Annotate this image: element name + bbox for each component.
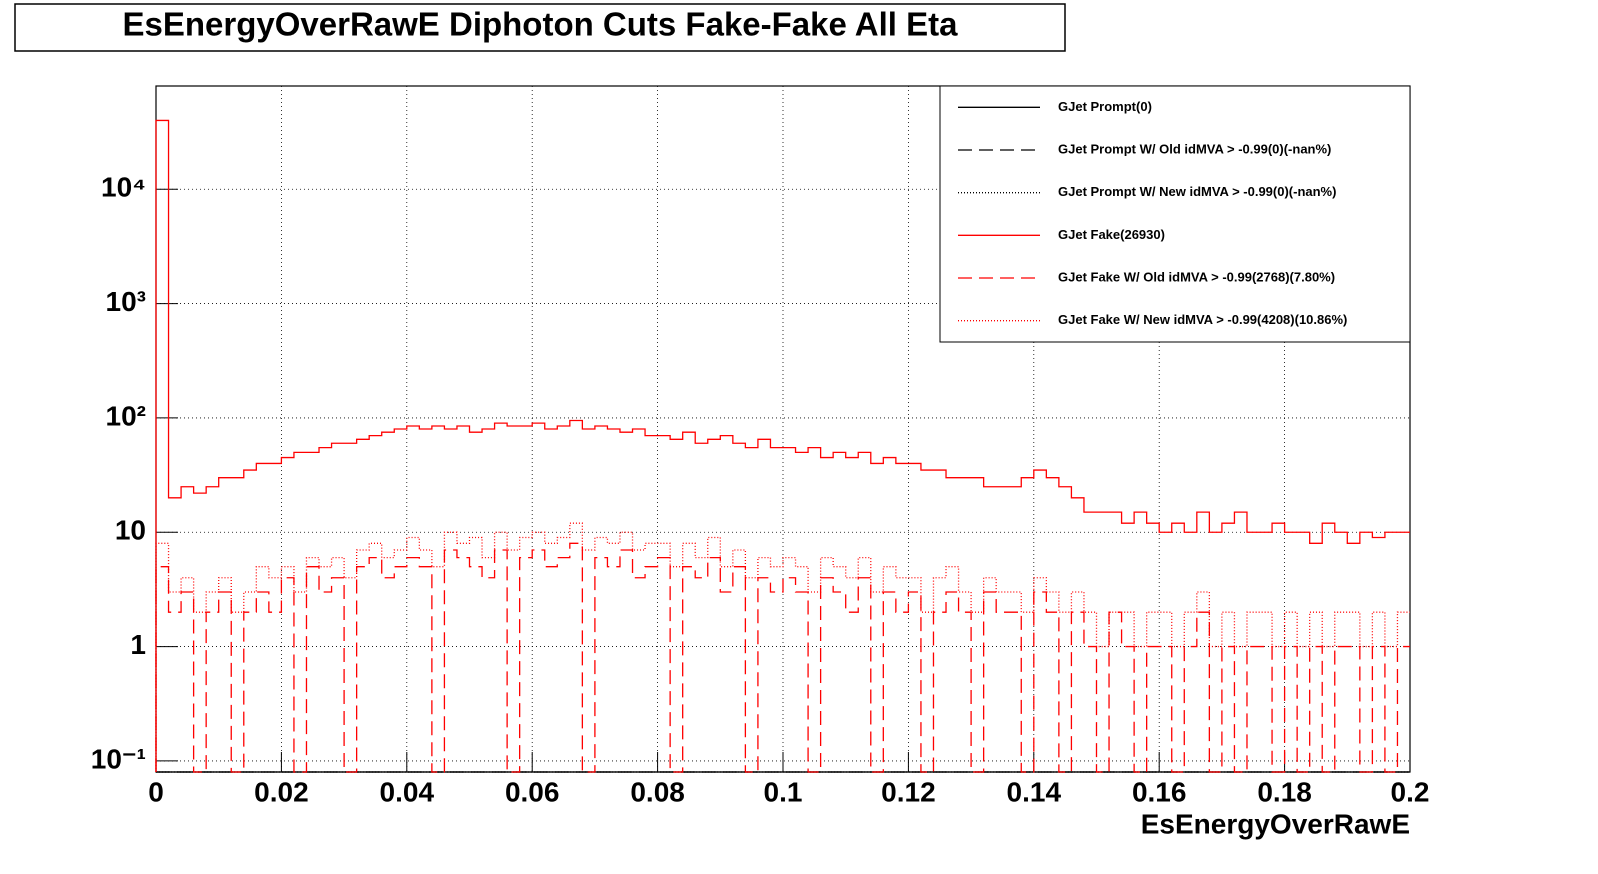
x-axis-label: EsEnergyOverRawE xyxy=(1141,808,1410,839)
x-tick-label: 0.06 xyxy=(505,776,560,807)
legend-label: GJet Fake W/ New idMVA > -0.99(4208)(10.… xyxy=(1058,312,1347,327)
x-tick-label: 0.18 xyxy=(1257,776,1312,807)
x-tick-label: 0.02 xyxy=(254,776,309,807)
x-tick-label: 0.12 xyxy=(881,776,936,807)
histogram-line xyxy=(155,119,1410,772)
x-tick-label: 0 xyxy=(148,776,164,807)
y-tick-label: 10 xyxy=(115,515,146,546)
x-tick-label: 0.1 xyxy=(764,776,803,807)
legend-box xyxy=(939,85,1411,343)
x-tick-label: 0.04 xyxy=(380,776,435,807)
y-tick-label: 10³ xyxy=(106,286,146,317)
x-tick-label: 0.14 xyxy=(1007,776,1062,807)
y-tick-label: 1 xyxy=(130,629,146,660)
x-tick-label: 0.2 xyxy=(1391,776,1430,807)
x-tick-label: 0.08 xyxy=(630,776,685,807)
legend-label: GJet Prompt(0) xyxy=(1058,99,1152,114)
title-box xyxy=(14,3,1066,52)
legend-label: GJet Fake(26930) xyxy=(1058,227,1165,242)
y-tick-label: 10² xyxy=(106,400,146,431)
histogram-line xyxy=(155,542,1410,773)
chart-title: EsEnergyOverRawE Diphoton Cuts Fake-Fake… xyxy=(123,6,959,43)
legend-label: GJet Fake W/ Old idMVA > -0.99(2768)(7.8… xyxy=(1058,269,1335,284)
y-tick-label: 10⁴ xyxy=(101,172,146,203)
x-tick-label: 0.16 xyxy=(1132,776,1187,807)
legend-label: GJet Prompt W/ New idMVA > -0.99(0)(-nan… xyxy=(1058,184,1336,199)
legend-label: GJet Prompt W/ Old idMVA > -0.99(0)(-nan… xyxy=(1058,141,1331,156)
histogram-line xyxy=(155,522,1410,772)
y-tick-label: 10⁻¹ xyxy=(91,743,146,774)
